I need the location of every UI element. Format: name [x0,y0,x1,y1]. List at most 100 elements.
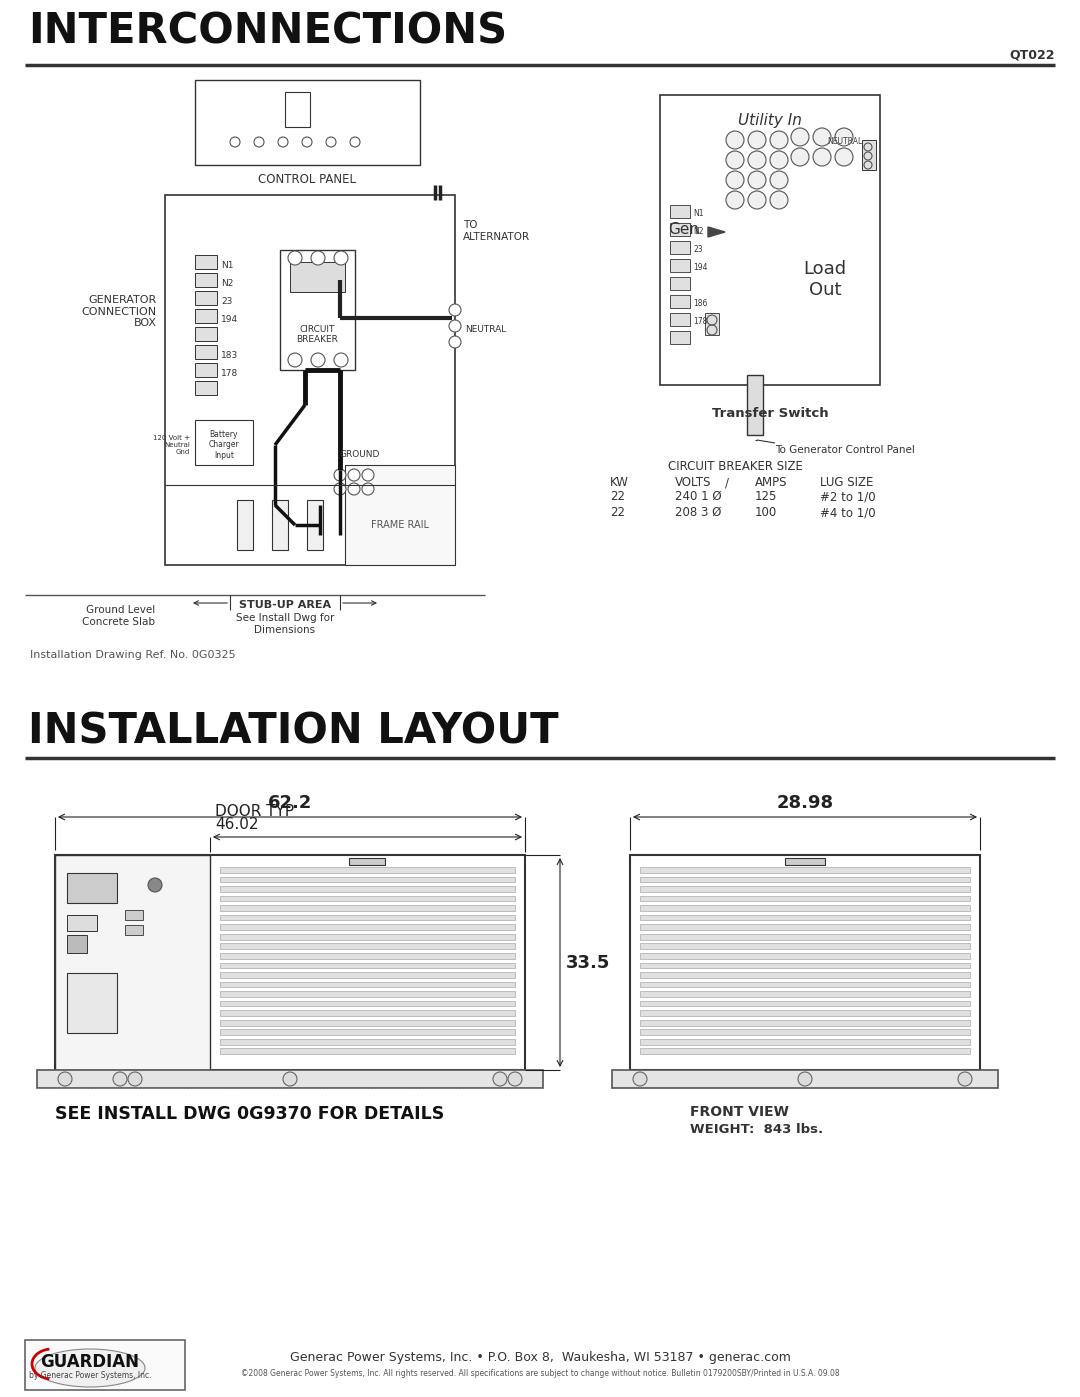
Circle shape [311,353,325,367]
Circle shape [770,191,788,210]
Bar [285,92,310,127]
Circle shape [633,1071,647,1085]
Circle shape [748,151,766,169]
Text: SEE INSTALL DWG 0G9370 FOR DETAILS: SEE INSTALL DWG 0G9370 FOR DETAILS [55,1105,444,1123]
Bar [195,345,217,359]
Bar [640,982,970,988]
Bar [670,224,690,236]
Text: Load
Out: Load Out [804,260,847,299]
Text: NEUTRAL: NEUTRAL [465,326,507,334]
Text: AMPS: AMPS [755,476,787,489]
Bar [349,858,384,865]
Bar [125,909,143,921]
Text: KW: KW [610,476,629,489]
Bar [220,905,515,911]
Text: 23: 23 [221,296,232,306]
Text: Transfer Switch: Transfer Switch [712,407,828,420]
Circle shape [334,353,348,367]
Text: INTERCONNECTIONS: INTERCONNECTIONS [28,10,508,52]
Circle shape [334,483,346,495]
Bar [670,313,690,326]
Circle shape [148,877,162,893]
Bar [67,935,87,953]
Bar [272,500,288,550]
Circle shape [113,1071,127,1085]
Bar [67,873,117,902]
Text: 28.98: 28.98 [777,793,834,812]
Circle shape [362,483,374,495]
Bar [25,1340,185,1390]
Circle shape [726,151,744,169]
Circle shape [449,320,461,332]
Bar [220,868,515,873]
Circle shape [748,131,766,149]
Circle shape [726,131,744,149]
Ellipse shape [35,1350,145,1387]
Circle shape [748,191,766,210]
Text: 183: 183 [221,351,239,359]
Bar [291,263,345,292]
Text: CIRCUIT
BREAKER: CIRCUIT BREAKER [297,326,338,345]
Circle shape [348,469,360,481]
Text: #2 to 1/0: #2 to 1/0 [820,490,876,503]
Circle shape [334,469,346,481]
Text: 178: 178 [693,317,707,326]
Bar [640,868,970,873]
Bar [195,363,217,377]
Bar [237,500,253,550]
Bar [220,1049,515,1055]
Circle shape [835,129,853,147]
Circle shape [449,305,461,316]
Circle shape [348,483,360,495]
Bar [220,943,515,949]
Bar [195,291,217,305]
Bar [640,972,970,978]
Circle shape [362,469,374,481]
Circle shape [449,337,461,348]
Text: 194: 194 [221,314,238,324]
Text: 100: 100 [755,506,778,520]
Text: 178: 178 [221,369,239,377]
Polygon shape [708,226,725,237]
Circle shape [770,151,788,169]
Bar [195,80,420,165]
Bar [220,1000,515,1006]
Bar [640,1039,970,1045]
Bar [670,277,690,291]
Bar [640,925,970,930]
Bar [640,963,970,968]
Circle shape [58,1071,72,1085]
Bar [195,272,217,286]
Text: WEIGHT:  843 lbs.: WEIGHT: 843 lbs. [690,1123,823,1136]
Text: 23: 23 [693,244,703,253]
Text: Battery
Charger
Input: Battery Charger Input [208,430,240,460]
Circle shape [492,1071,507,1085]
Bar [220,933,515,940]
Circle shape [288,353,302,367]
Bar [670,331,690,344]
Text: ©2008 Generac Power Systems, Inc. All rights reserved. All specifications are su: ©2008 Generac Power Systems, Inc. All ri… [241,1369,839,1379]
Text: See Install Dwg for: See Install Dwg for [235,613,334,623]
Bar [220,990,515,997]
Text: FRONT VIEW: FRONT VIEW [690,1105,788,1119]
Text: CIRCUIT BREAKER SIZE: CIRCUIT BREAKER SIZE [667,460,802,474]
Text: 33.5: 33.5 [566,954,610,971]
Text: N2: N2 [693,226,703,236]
Bar [640,1010,970,1016]
Text: CONTROL PANEL: CONTROL PANEL [258,173,356,186]
Bar [640,895,970,901]
Text: Utility In: Utility In [738,113,802,129]
Text: 62.2: 62.2 [268,793,312,812]
Bar [640,1049,970,1055]
Bar [670,295,690,307]
Text: GENERATOR
CONNECTION
BOX: GENERATOR CONNECTION BOX [82,295,157,328]
Bar [67,915,97,930]
Circle shape [813,148,831,166]
Text: 240 1 Ø: 240 1 Ø [675,490,721,503]
Text: Installation Drawing Ref. No. 0G0325: Installation Drawing Ref. No. 0G0325 [30,650,235,659]
Text: VOLTS: VOLTS [675,476,712,489]
Bar [220,915,515,921]
Bar [220,895,515,901]
Circle shape [770,131,788,149]
Text: /: / [725,476,729,489]
